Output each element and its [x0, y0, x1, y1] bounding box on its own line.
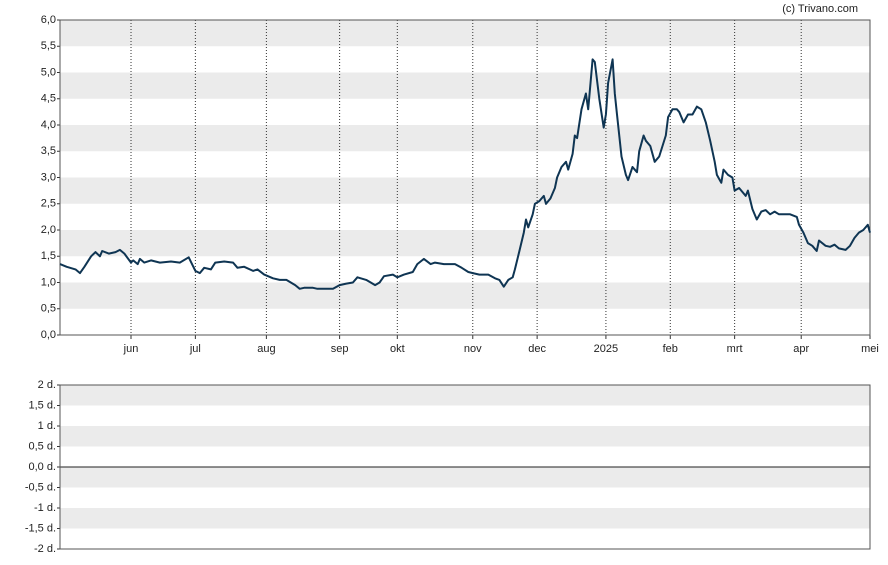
y-tick-label: 2,5 [41, 198, 56, 210]
y-tick-label: 1,5 [41, 250, 56, 262]
x-tick-label: mrt [727, 343, 743, 355]
grid-band [60, 282, 870, 309]
y-tick-label: -2 d. [34, 543, 56, 555]
y-tick-label: 5,5 [41, 40, 56, 52]
y-tick-label: 5,0 [41, 66, 56, 78]
x-tick-label: jun [123, 343, 139, 355]
x-tick-label: feb [663, 343, 678, 355]
y-tick-label: 2,0 [41, 224, 56, 236]
x-tick-label: apr [793, 343, 809, 355]
y-tick-label: 4,5 [41, 93, 56, 105]
x-tick-label: 2025 [594, 343, 618, 355]
grid-band [60, 125, 870, 152]
grid-band [60, 467, 870, 488]
y-tick-label: 1 d. [38, 420, 56, 432]
x-tick-label: okt [390, 343, 405, 355]
grid-band [60, 385, 870, 406]
y-tick-label: 3,5 [41, 145, 56, 157]
grid-band [60, 20, 870, 47]
price-line [59, 58, 871, 290]
y-tick-label: 0,5 [41, 303, 56, 315]
grid-band [60, 72, 870, 99]
y-tick-label: -0,5 d. [25, 481, 56, 493]
y-tick-label: 1,0 [41, 276, 56, 288]
y-tick-label: 1,5 d. [28, 399, 56, 411]
plot-frame [59, 19, 871, 336]
y-tick-label: -1 d. [34, 502, 56, 514]
x-tick-label: nov [464, 343, 482, 355]
y-tick-label: 3,0 [41, 171, 56, 183]
y-tick-label: 6,0 [41, 14, 56, 26]
y-tick-label: 4,0 [41, 119, 56, 131]
y-tick-label: -1,5 d. [25, 522, 56, 534]
y-tick-label: 2 d. [38, 379, 56, 391]
plot-frame [59, 384, 871, 550]
y-tick-label: 0,0 [41, 329, 56, 341]
grid-band [60, 508, 870, 529]
x-tick-label: jul [189, 343, 201, 355]
x-tick-label: sep [331, 343, 349, 355]
y-tick-label: 0,5 d. [28, 440, 56, 452]
x-tick-label: dec [528, 343, 546, 355]
x-tick-label: aug [257, 343, 275, 355]
source: (c) Trivano.com [782, 3, 858, 15]
y-tick-label: 0,0 d. [28, 461, 56, 473]
grid-band [60, 230, 870, 257]
x-tick-label: mei [861, 343, 879, 355]
grid-band [60, 426, 870, 447]
